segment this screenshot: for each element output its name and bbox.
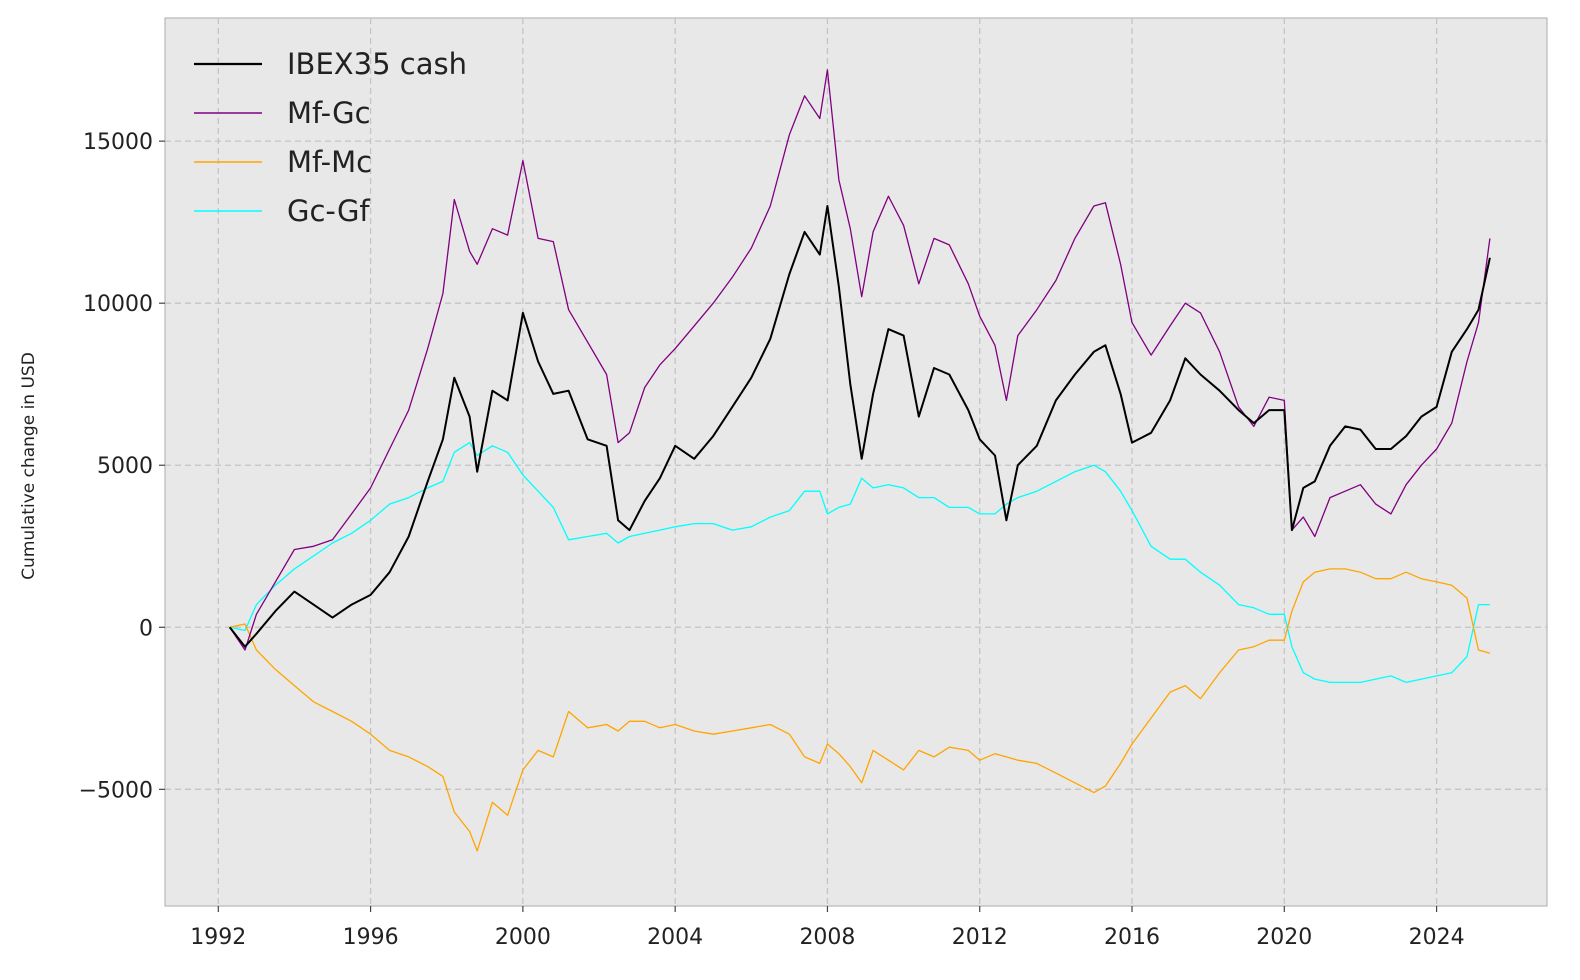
y-axis: −5000 0 5000 10000 15000 [79,130,165,803]
y-tick-label: 10000 [83,292,153,317]
series-line-gc-gf [229,441,1490,684]
x-tick-label: 2012 [952,925,1008,950]
y-tick-label: −5000 [79,778,153,803]
series-line-mf-mc [229,568,1491,852]
series-lines [228,69,1491,852]
x-tick-label: 2016 [1104,925,1160,950]
series-line-ibex35-cash [228,205,1491,648]
y-tick-label: 15000 [83,130,153,155]
legend-label: Mf-Gc [287,96,371,130]
x-tick-label: 2008 [799,925,855,950]
x-tick-label: 1992 [190,925,246,950]
x-tick-label: 1996 [343,925,399,950]
plot-background [164,17,1548,907]
legend: IBEX35 cash Mf-Gc Mf-Mc Gc-Gf [194,47,467,228]
x-tick-label: 2020 [1256,925,1312,950]
x-tick-label: 2000 [495,925,551,950]
x-axis: 1992 1996 2000 2004 2008 2012 2016 2020 2024 [190,906,1465,950]
legend-label: IBEX35 cash [287,47,467,81]
x-tick-label: 2004 [647,925,703,950]
grid-lines [165,18,1547,906]
series-line-mf-gc [229,69,1491,651]
y-tick-label: 0 [139,616,153,641]
y-axis-title: Cumulative change in USD [19,352,39,580]
legend-label: Gc-Gf [287,194,370,228]
x-tick-label: 2024 [1409,925,1465,950]
y-tick-label: 5000 [97,454,153,479]
legend-label: Mf-Mc [287,145,372,179]
